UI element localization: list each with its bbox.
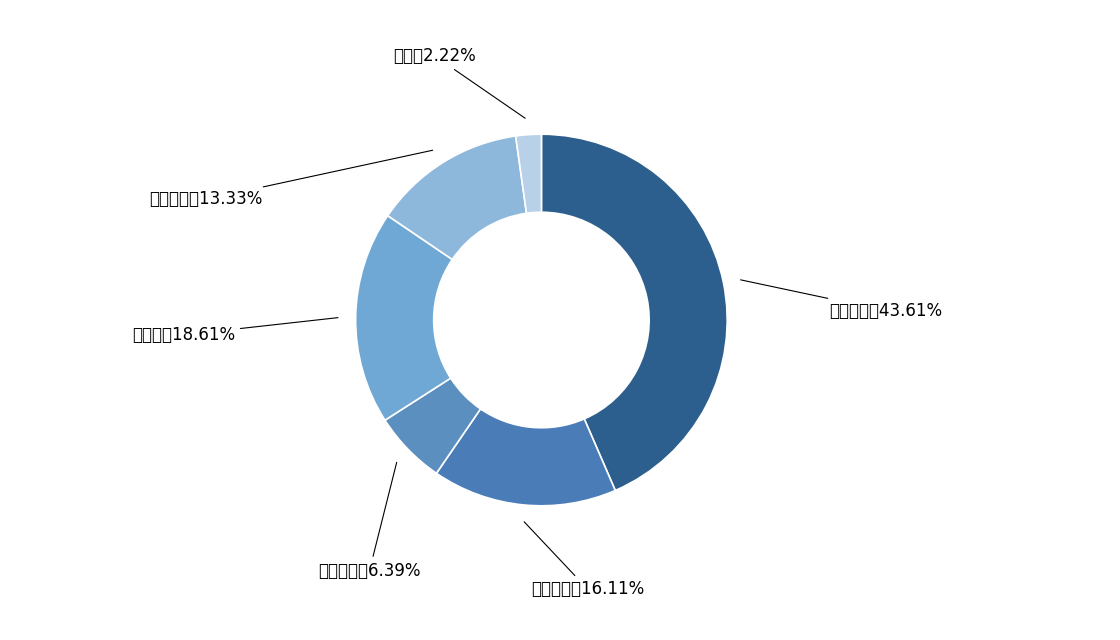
Wedge shape	[515, 134, 541, 213]
Text: 工商企业：6.39%: 工商企业：6.39%	[318, 462, 421, 580]
Text: 房地产：18.61%: 房地产：18.61%	[132, 317, 338, 344]
Wedge shape	[437, 409, 615, 506]
Text: 证券市场：13.33%: 证券市场：13.33%	[149, 150, 432, 208]
Wedge shape	[541, 134, 727, 490]
Wedge shape	[385, 378, 480, 473]
Wedge shape	[388, 136, 526, 259]
Text: 其他：2.22%: 其他：2.22%	[393, 47, 525, 118]
Text: 基础产业：16.11%: 基础产业：16.11%	[524, 522, 644, 598]
Text: 金融机构：43.61%: 金融机构：43.61%	[740, 280, 943, 320]
Wedge shape	[356, 216, 452, 420]
